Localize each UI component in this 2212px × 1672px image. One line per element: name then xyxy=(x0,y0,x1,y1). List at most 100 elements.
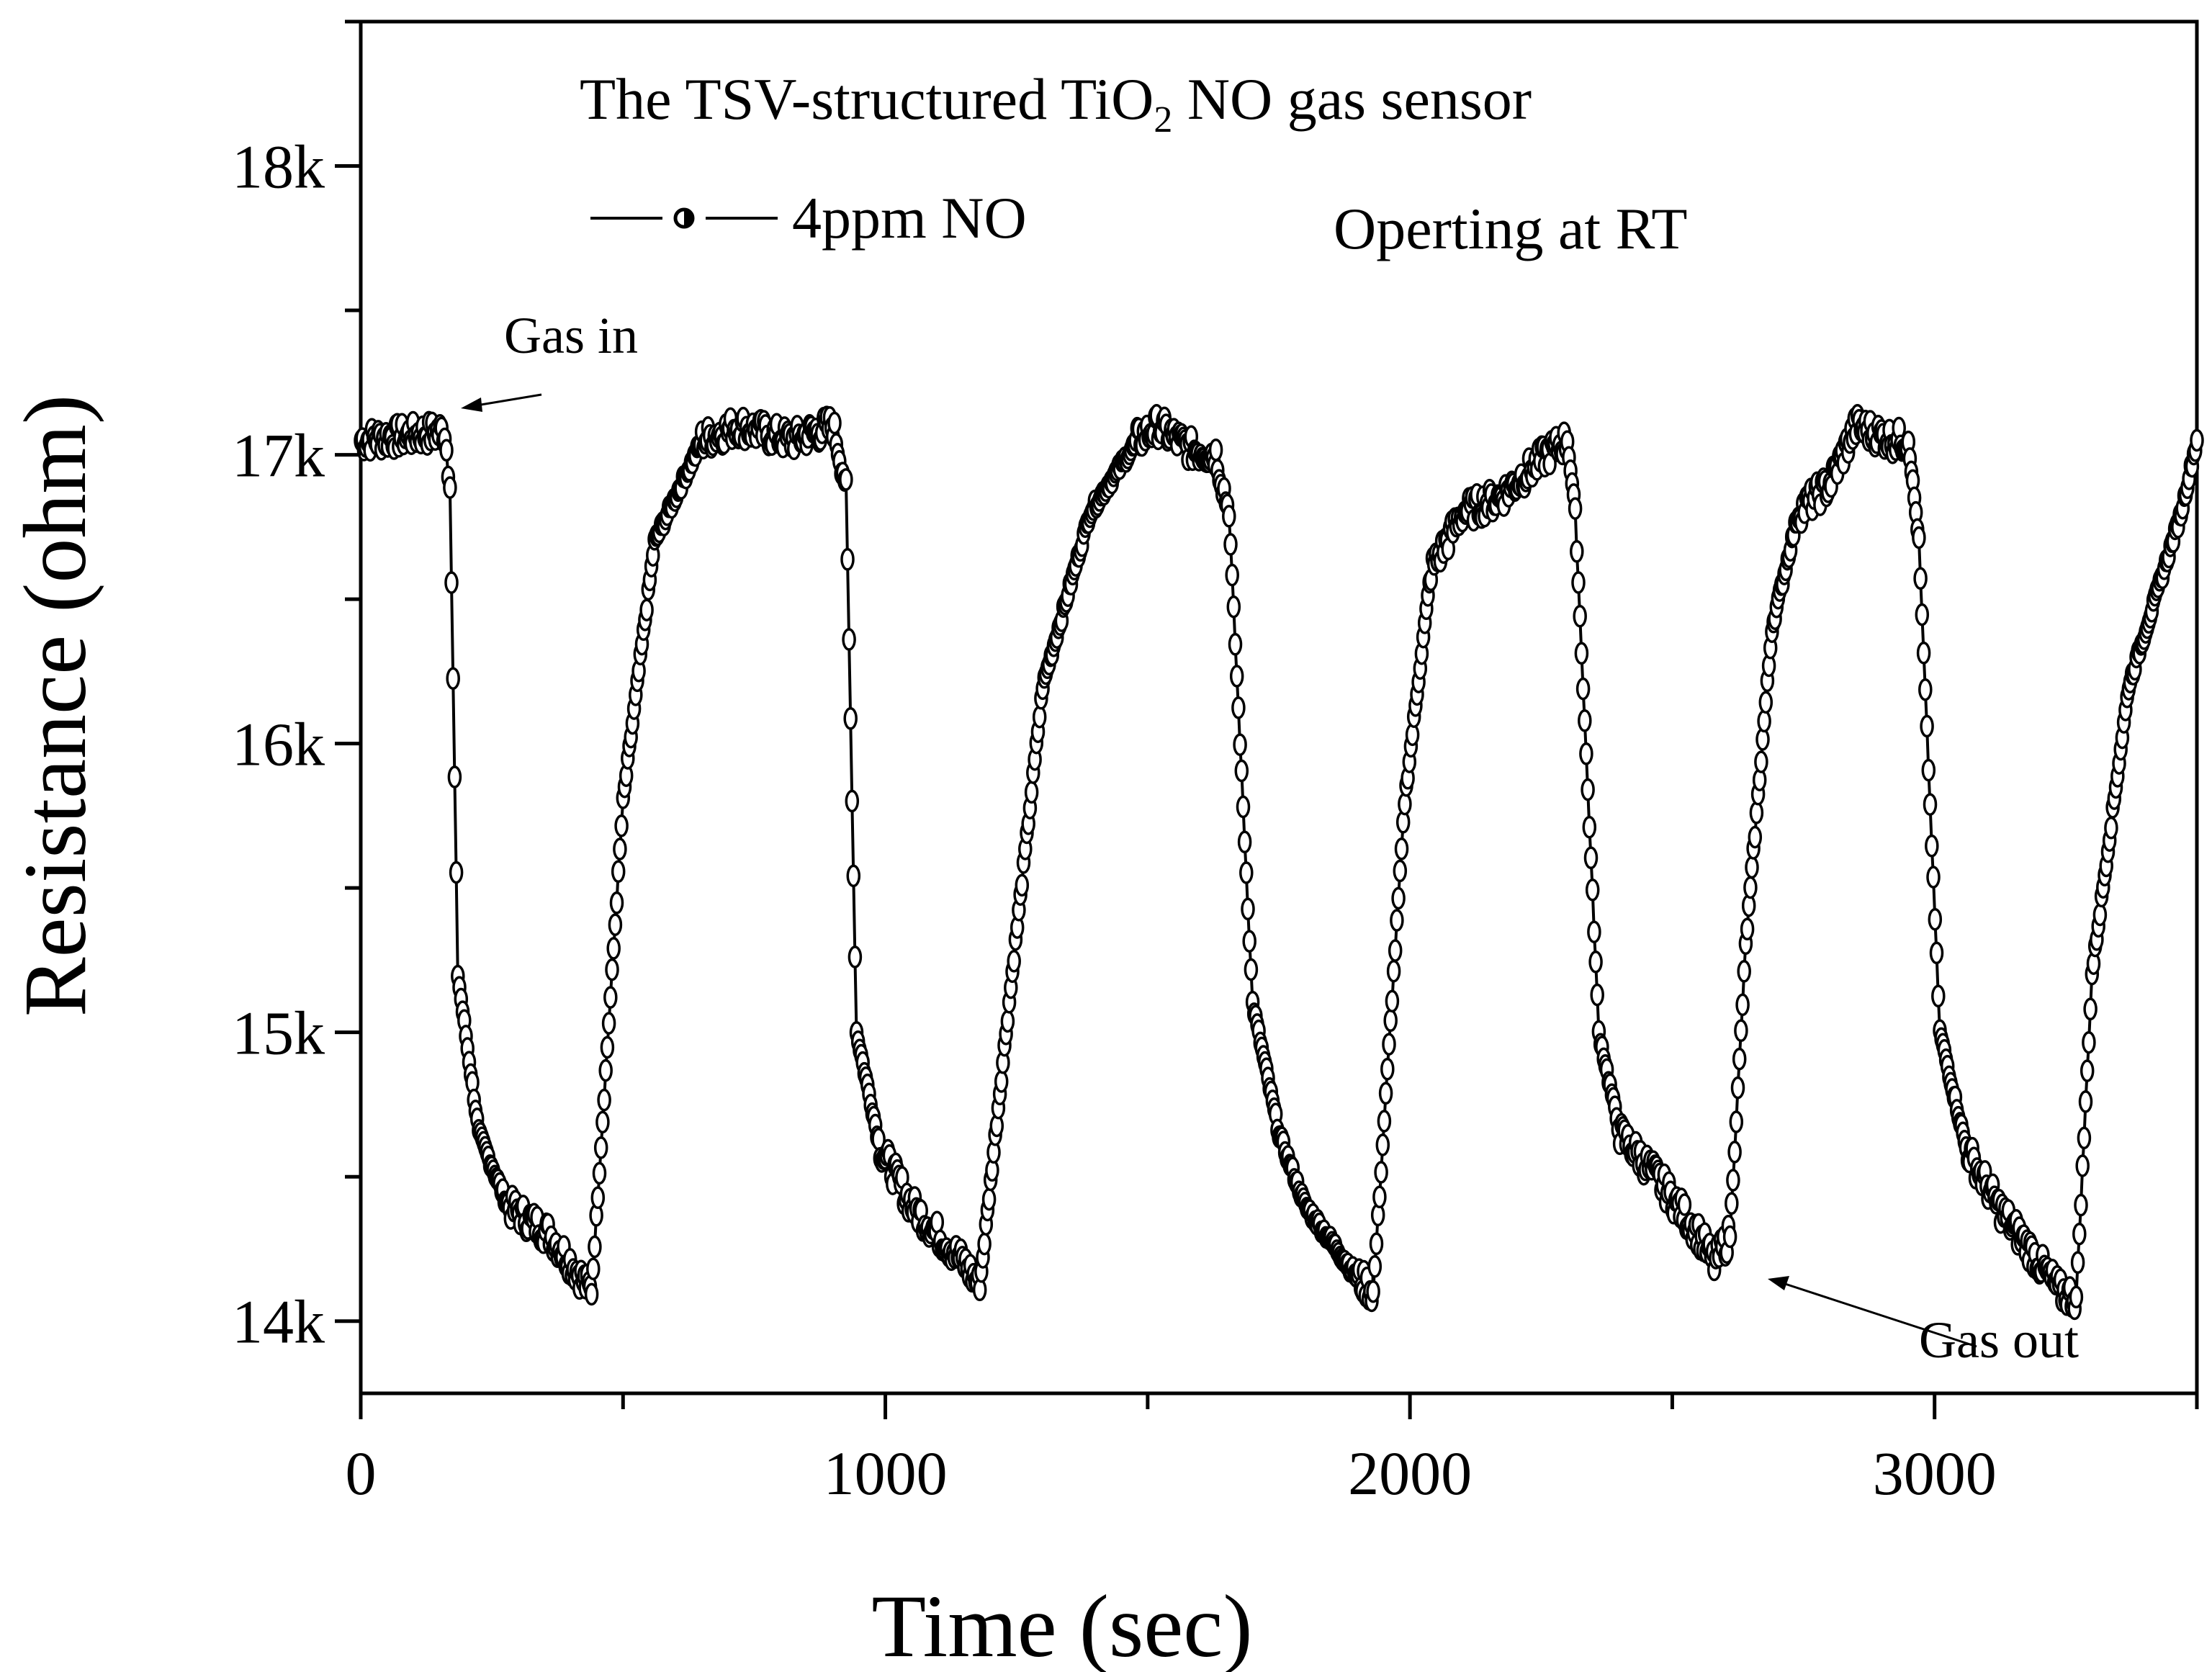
data-point xyxy=(1722,1225,1737,1249)
data-point xyxy=(439,439,454,462)
x-axis-ticks: 0 1000 2000 3000 xyxy=(346,1393,2199,1508)
arrowhead-icon xyxy=(1768,1276,1789,1290)
data-point xyxy=(1579,742,1593,765)
data-point xyxy=(1735,993,1750,1017)
y-axis-ticks: 14k 15k 16k 17k 18k xyxy=(232,19,361,1357)
data-point xyxy=(845,789,860,813)
data-point xyxy=(1588,950,1603,974)
data-point xyxy=(447,765,462,788)
data-point xyxy=(586,1257,601,1280)
data-point xyxy=(1366,1280,1380,1303)
data-point xyxy=(1385,989,1400,1013)
data-point xyxy=(2078,1090,2093,1113)
data-point xyxy=(1228,633,1243,656)
data-point xyxy=(613,837,627,860)
data-point xyxy=(1237,830,1252,854)
data-point xyxy=(446,667,460,690)
data-point xyxy=(595,1110,610,1134)
data-point xyxy=(1377,1110,1392,1133)
data-point xyxy=(605,958,619,981)
chart-title-subscript: 2 xyxy=(1154,99,1172,140)
data-point xyxy=(1755,728,1770,751)
data-point xyxy=(2072,1222,2087,1246)
data-point xyxy=(443,476,457,499)
data-point xyxy=(1236,795,1251,819)
x-tick-label: 1000 xyxy=(824,1439,948,1508)
data-point xyxy=(1587,920,1601,943)
data-point xyxy=(2074,1193,2088,1217)
data-point xyxy=(1369,1232,1384,1256)
data-point xyxy=(1583,846,1599,870)
data-point xyxy=(981,1187,997,1211)
data-point xyxy=(1729,1110,1744,1133)
data-point xyxy=(603,986,618,1009)
data-point xyxy=(972,1278,987,1302)
data-point xyxy=(1727,1141,1742,1164)
data-point xyxy=(614,814,629,837)
data-point xyxy=(1382,1033,1396,1056)
y-axis-title: Resistance (ohm) xyxy=(6,395,104,1017)
data-point xyxy=(846,864,861,888)
legend-marker-half xyxy=(684,210,693,227)
data-point xyxy=(1585,878,1600,902)
data-point xyxy=(609,891,624,914)
data-point xyxy=(592,1161,607,1185)
data-point xyxy=(1725,1192,1739,1215)
data-point xyxy=(1226,595,1241,619)
data-point xyxy=(1749,801,1764,824)
data-point xyxy=(842,628,856,651)
data-point xyxy=(1737,960,1751,983)
x-tick-label: 3000 xyxy=(1873,1439,1997,1508)
data-point xyxy=(1233,733,1247,756)
data-point xyxy=(1754,750,1768,773)
data-point xyxy=(1395,811,1411,834)
chart-title: The TSV-structured TiO2 NO gas sensor xyxy=(580,66,1532,140)
data-point xyxy=(1757,709,1771,733)
y-tick-label: 18k xyxy=(232,132,325,202)
annotation-gas-out-arrow xyxy=(1778,1280,1977,1348)
data-point xyxy=(1375,1133,1390,1156)
data-point xyxy=(1920,714,1934,738)
data-point xyxy=(1578,709,1592,732)
data-point xyxy=(1570,540,1584,563)
data-point xyxy=(1571,571,1586,594)
data-point xyxy=(1921,758,1936,782)
data-point xyxy=(1745,855,1759,879)
data-point xyxy=(1024,781,1039,804)
data-point xyxy=(1398,792,1412,816)
data-point xyxy=(1574,642,1589,665)
data-point xyxy=(1582,815,1597,839)
data-point xyxy=(1383,1009,1398,1033)
data-point xyxy=(1244,958,1259,981)
data-point xyxy=(930,1210,945,1233)
x-tick-label: 0 xyxy=(346,1439,377,1508)
data-point xyxy=(2082,1030,2096,1054)
x-axis-title: Time (sec) xyxy=(871,1577,1252,1672)
data-point xyxy=(1915,603,1930,626)
data-point xyxy=(2092,903,2108,927)
data-point xyxy=(994,1070,1009,1093)
data-point xyxy=(593,1136,608,1159)
plot-area xyxy=(359,19,2199,1395)
y-tick-label: 17k xyxy=(232,421,325,490)
data-point xyxy=(1734,1019,1748,1043)
data-point xyxy=(1015,873,1030,897)
data-point xyxy=(1372,1185,1387,1209)
annotation-gas-in-label: Gas in xyxy=(504,307,638,364)
data-point xyxy=(606,937,621,960)
data-point xyxy=(1393,859,1408,883)
data-point xyxy=(444,571,459,594)
y-tick-label: 16k xyxy=(232,710,325,779)
data-point xyxy=(1378,1082,1393,1105)
data-point xyxy=(2080,1059,2095,1082)
data-point xyxy=(848,945,863,968)
data-point xyxy=(1590,983,1604,1007)
data-point xyxy=(611,860,626,884)
data-point xyxy=(2069,1285,2084,1309)
data-point xyxy=(1229,665,1244,688)
arrowhead-icon xyxy=(461,397,482,412)
annotation-gas-out-label: Gas out xyxy=(1919,1311,2079,1369)
data-point xyxy=(839,468,853,491)
data-point xyxy=(2104,817,2118,840)
